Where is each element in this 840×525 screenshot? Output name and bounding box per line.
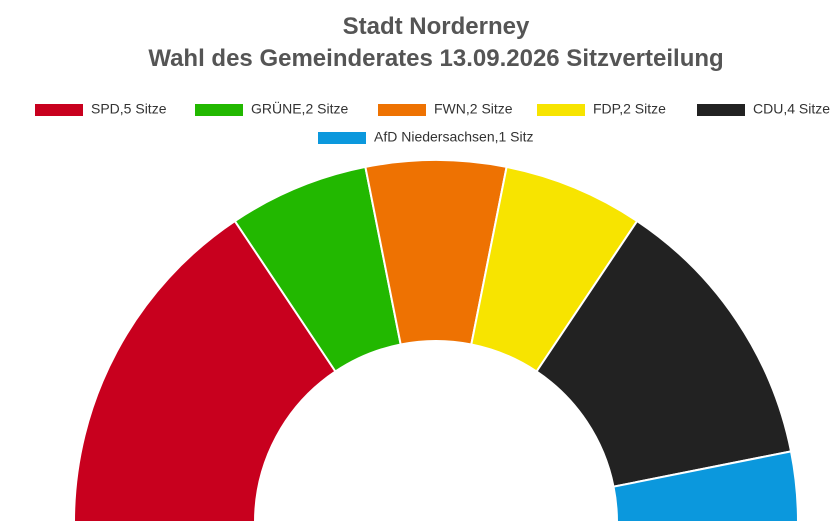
legend-swatch: [195, 104, 243, 116]
legend-text: FDP,2 Sitze: [593, 101, 666, 117]
chart-title: Stadt Norderney: [343, 13, 530, 40]
legend-swatch: [537, 104, 585, 116]
legend-text: CDU,4 Sitze: [753, 101, 830, 117]
legend-text: FWN,2 Sitze: [434, 101, 513, 117]
legend-text: SPD,5 Sitze: [91, 101, 167, 117]
chart-subtitle: Wahl des Gemeinderates 13.09.2026 Sitzve…: [148, 45, 723, 72]
slice: [72, 219, 337, 523]
legend-swatch: [697, 104, 745, 116]
slice: [612, 450, 800, 523]
slice: [535, 219, 793, 488]
legend-text: GRÜNE,2 Sitze: [251, 100, 348, 117]
legend-swatch: [35, 104, 83, 116]
legend-text: AfD Niedersachsen,1 Sitz: [374, 129, 534, 145]
legend-swatch: [318, 132, 366, 144]
legend-swatch: [378, 104, 426, 116]
